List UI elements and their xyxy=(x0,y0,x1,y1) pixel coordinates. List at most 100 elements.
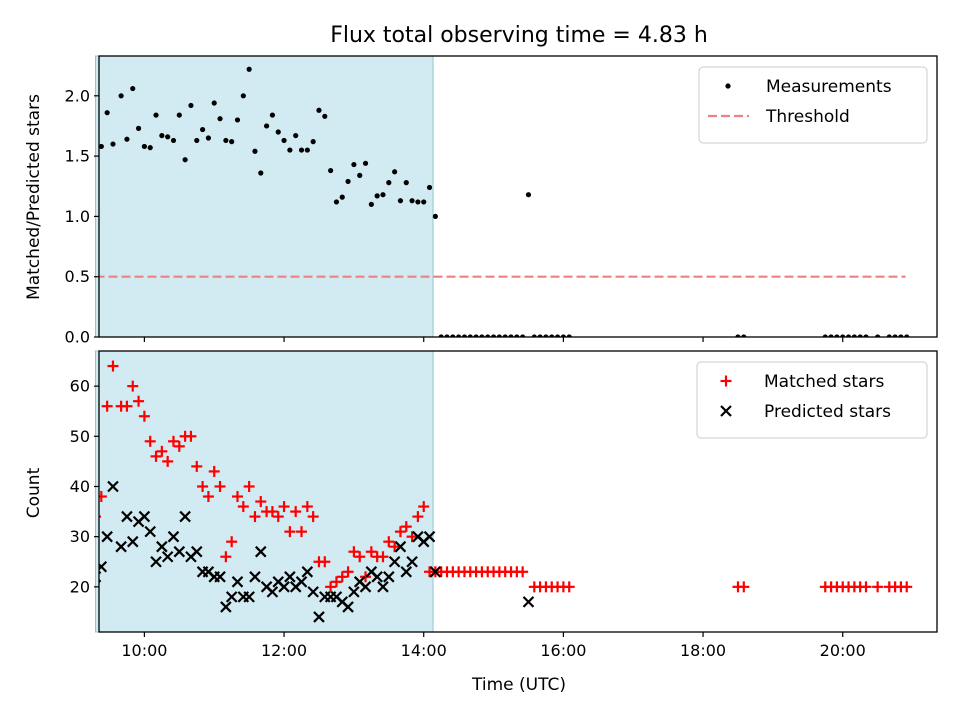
bottom-series-0-point-3 xyxy=(107,360,119,372)
top-series-0-point-1 xyxy=(99,143,104,150)
top-series-0-point-4 xyxy=(118,93,124,99)
bottom-series-1-point-33 xyxy=(284,571,296,583)
bottom-series-1-point-28-b xyxy=(255,545,267,558)
bottom-series-1-point-49 xyxy=(377,581,389,593)
bottom-legend-box xyxy=(696,361,928,439)
bottom-series-1-point-35 xyxy=(295,576,308,588)
bottom-series-1-point-1 xyxy=(99,560,108,573)
top-series-0 xyxy=(99,66,532,219)
bottom-legend-swatch-1 xyxy=(720,405,732,417)
top-series-0-point-57 xyxy=(426,184,433,191)
bottom-series-0-point-19 xyxy=(202,491,214,503)
bottom-series-0-point-1 xyxy=(99,491,107,503)
top-series-0-point-51 xyxy=(392,169,398,175)
bottom-series-0-point-22 xyxy=(220,551,232,563)
top-series-0-point-40 xyxy=(328,167,334,174)
bottom-series-0-point-6 xyxy=(127,380,139,392)
top-series-0-point-11 xyxy=(159,132,165,139)
top-series-0-point-20 xyxy=(211,100,217,106)
top-series-0-point-13 xyxy=(170,137,177,144)
bottom-series-1-point-1-b xyxy=(99,560,108,571)
top-series-0-point-52 xyxy=(397,198,404,204)
top-series-0-point-7 xyxy=(135,125,142,131)
top-series-0-point-47 xyxy=(368,201,374,207)
bottom-series-0-point-46 xyxy=(360,571,372,583)
top-series-0-point-23 xyxy=(229,139,235,145)
top-series-0-point-26 xyxy=(246,66,252,72)
bottom-series-1-point-4 xyxy=(115,540,127,553)
bottom-series-1-point-2-b xyxy=(101,530,113,543)
top-series-0-point-35 xyxy=(298,147,305,153)
bottom-series-1-point-12-b xyxy=(161,550,174,563)
bottom-series-0-point-41 xyxy=(330,576,342,588)
top-series-0-point-28 xyxy=(258,170,264,176)
bottom-series-1-point-50 xyxy=(383,571,395,583)
bottom-series-0-point-30 xyxy=(266,506,278,518)
chart-title: Flux total observing time = 4.83 h xyxy=(330,23,708,48)
bottom-series-1-point-27-b xyxy=(249,571,261,583)
bottom-series-1-point-48 xyxy=(371,571,383,583)
bottom-series-1-point-46 xyxy=(359,581,372,593)
bottom-series-0-point-53 xyxy=(400,521,412,533)
top-series-0-point-15 xyxy=(182,157,188,163)
top-series-0-point-46 xyxy=(362,160,369,166)
bottom-series-1-point-51-b xyxy=(388,555,401,568)
top-series-0-point-32 xyxy=(281,137,287,144)
bottom-series-0-point-9 xyxy=(144,435,156,447)
bottom-series-1-point-5-b xyxy=(121,510,133,523)
bottom-series-0-point-2 xyxy=(101,400,113,412)
top-legend-swatch-0 xyxy=(725,83,731,89)
bottom-series-1-point-19-b xyxy=(202,566,215,578)
bottom-series-1-point-43-b xyxy=(342,601,354,613)
bottom-series-0-point-54 xyxy=(406,531,418,543)
top-series-0-point-30 xyxy=(269,112,276,118)
bottom-series-0-point-51 xyxy=(389,541,401,553)
bottom-series-1-point-48-b xyxy=(371,571,383,583)
top-series-0-point-29 xyxy=(264,123,270,129)
x-tick-label-1: 12:00 xyxy=(261,641,307,660)
top-series-0-point-22 xyxy=(223,137,229,144)
bottom-series-0-point-35 xyxy=(296,526,308,538)
top-series-0-point-58 xyxy=(432,213,438,219)
bottom-series-1-point-51 xyxy=(388,555,401,568)
bottom-series-1-point-44 xyxy=(348,586,360,598)
bottom-series-1-point-14-b xyxy=(173,545,186,558)
bottom-series-1-point-3 xyxy=(107,480,119,493)
bottom-series-1-point-22-b xyxy=(220,601,232,613)
bottom-series-1-point-57-b xyxy=(423,530,436,543)
top-y-tick-label-4: 2.0 xyxy=(65,86,90,105)
bottom-series-0-point-40 xyxy=(325,581,337,593)
bottom-series-0-point-56 xyxy=(418,501,430,513)
bottom-series-1-point-24-b xyxy=(231,576,244,588)
top-series-0-point-21 xyxy=(217,116,223,122)
bottom-series-1-point-52-b xyxy=(394,540,407,553)
bottom-series-0-point-10 xyxy=(150,450,162,462)
bottom-series-1-point-23-b xyxy=(225,591,238,603)
bottom-series-1-point-24 xyxy=(231,576,244,588)
bottom-series-1-point-12 xyxy=(161,550,174,563)
bottom-series-1-point-9 xyxy=(144,525,156,538)
top-series-0-point-6 xyxy=(130,85,136,92)
bottom-series-1-point-52 xyxy=(394,540,407,553)
x-tick-label-5: 20:00 xyxy=(820,641,866,660)
bottom-series-0-point-26 xyxy=(243,480,255,492)
top-series-0-point-8 xyxy=(141,143,147,150)
bottom-series-1-point-10 xyxy=(150,555,162,568)
bottom-series-1-point-58 xyxy=(429,566,442,578)
top-legend-label-0: Measurements xyxy=(766,77,892,97)
top-series-0-point-54 xyxy=(409,198,415,204)
top-series-0-point-9 xyxy=(147,145,153,151)
bottom-series-1-point-38 xyxy=(313,611,325,623)
top-series-0-point-33 xyxy=(287,147,293,153)
bottom-series-0-point-73 xyxy=(517,566,529,578)
bottom-series-1-point-58-b xyxy=(429,566,442,578)
bottom-series-1-point-3-b xyxy=(107,480,119,493)
bottom-series-0-point-5 xyxy=(121,400,133,412)
bottom-series-0-point-42 xyxy=(336,571,348,583)
bottom-series-0-point-43 xyxy=(342,566,354,578)
bottom-y-tick-label-4: 60 xyxy=(70,377,90,396)
top-series-0-point-41 xyxy=(333,199,340,205)
top-series-0-point-18 xyxy=(199,126,206,133)
bottom-series-0 xyxy=(99,360,913,593)
bottom-series-1-point-6-b xyxy=(126,535,139,548)
